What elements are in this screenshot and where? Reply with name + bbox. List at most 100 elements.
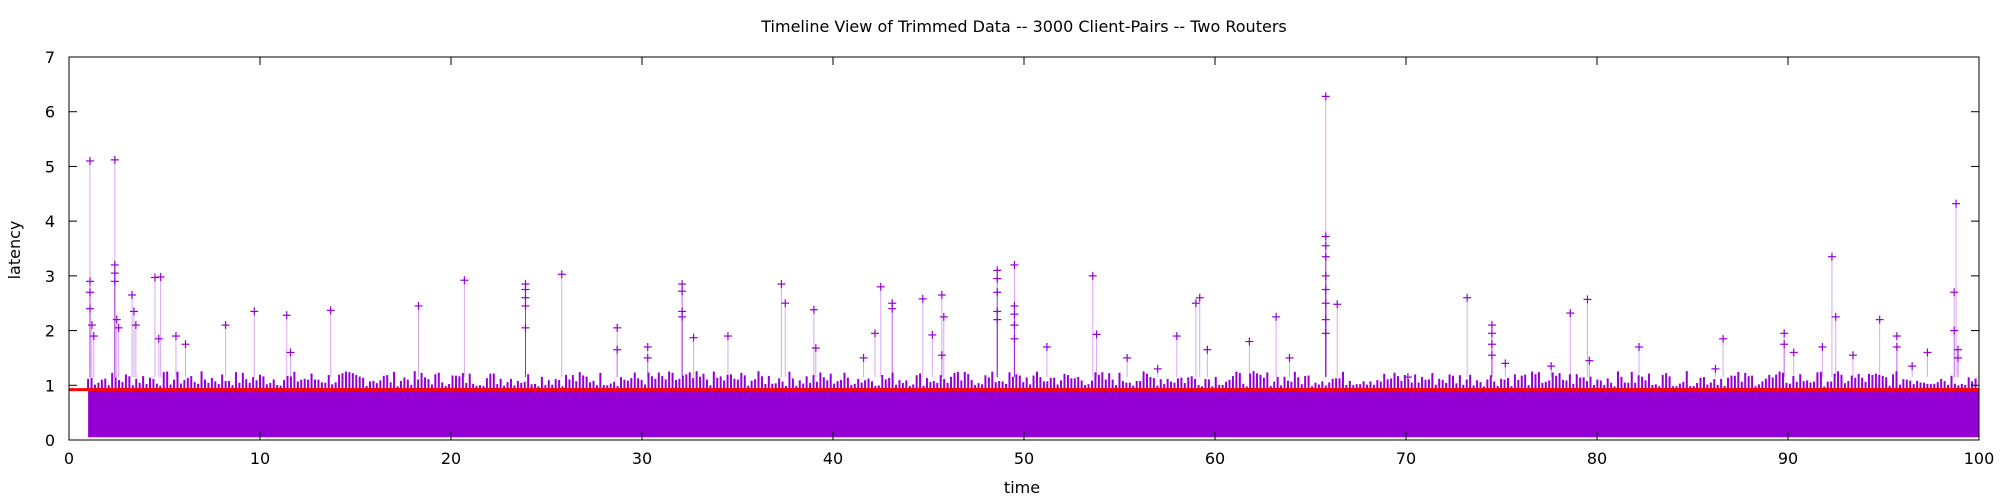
data-point bbox=[156, 272, 165, 378]
data-point bbox=[613, 345, 622, 378]
data-point bbox=[859, 353, 868, 378]
spike-bars-layer bbox=[87, 371, 1977, 391]
data-point bbox=[131, 321, 140, 378]
data-point bbox=[811, 344, 820, 378]
x-tick-label: 0 bbox=[64, 449, 74, 468]
y-tick-label: 2 bbox=[45, 322, 55, 341]
x-tick-label: 50 bbox=[1014, 449, 1034, 468]
data-point bbox=[86, 277, 95, 378]
data-point bbox=[1875, 315, 1884, 378]
data-point bbox=[1321, 232, 1330, 378]
data-point bbox=[1923, 348, 1932, 378]
data-point bbox=[221, 321, 230, 378]
data-point bbox=[1321, 271, 1330, 378]
data-point bbox=[557, 270, 566, 378]
data-point bbox=[87, 321, 96, 378]
data-point bbox=[993, 307, 1002, 378]
data-point bbox=[129, 307, 138, 378]
y-tick-label: 7 bbox=[45, 48, 55, 67]
data-point bbox=[250, 307, 259, 378]
data-point bbox=[1123, 353, 1132, 378]
data-point bbox=[1566, 309, 1575, 378]
data-point bbox=[521, 323, 530, 378]
y-axis: 0 1 2 3 4 5 6 7 bbox=[45, 48, 1979, 450]
data-point bbox=[521, 293, 530, 378]
data-point bbox=[1463, 293, 1472, 378]
data-point bbox=[1191, 299, 1200, 378]
data-point bbox=[1711, 364, 1720, 378]
data-point bbox=[282, 311, 291, 378]
data-point bbox=[1203, 345, 1212, 378]
data-point bbox=[1042, 342, 1051, 378]
chart-title: Timeline View of Trimmed Data -- 3000 Cl… bbox=[760, 17, 1286, 36]
dense-point-band bbox=[88, 388, 1980, 438]
x-tick-label: 10 bbox=[250, 449, 270, 468]
y-tick-label: 6 bbox=[45, 103, 55, 122]
data-point bbox=[993, 274, 1002, 378]
data-point bbox=[1321, 329, 1330, 378]
data-point bbox=[937, 291, 946, 378]
data-point bbox=[171, 332, 180, 378]
data-point bbox=[1088, 271, 1097, 378]
data-point bbox=[1172, 332, 1181, 378]
data-point bbox=[1153, 364, 1162, 378]
x-tick-label: 40 bbox=[823, 449, 843, 468]
data-point bbox=[1321, 241, 1330, 378]
data-point bbox=[928, 330, 937, 378]
data-point bbox=[1635, 342, 1644, 378]
x-tick-label: 60 bbox=[1205, 449, 1225, 468]
y-tick-label: 1 bbox=[45, 376, 55, 395]
data-point bbox=[1403, 373, 1412, 382]
data-point bbox=[678, 312, 687, 378]
data-point bbox=[1950, 326, 1959, 378]
data-point bbox=[809, 305, 818, 378]
data-point bbox=[414, 301, 423, 378]
data-point bbox=[181, 340, 190, 378]
data-point bbox=[1952, 199, 1961, 378]
dense-band-fill bbox=[88, 388, 1980, 438]
data-point bbox=[937, 351, 946, 378]
data-point bbox=[1780, 340, 1789, 378]
y-axis-title: latency bbox=[5, 221, 24, 280]
data-point bbox=[1827, 252, 1836, 378]
data-point bbox=[1585, 356, 1594, 378]
data-point bbox=[939, 312, 948, 378]
data-point bbox=[1892, 342, 1901, 378]
data-point bbox=[723, 332, 732, 378]
data-point bbox=[1245, 337, 1254, 378]
data-point bbox=[112, 315, 121, 378]
data-points-layer bbox=[86, 92, 1962, 382]
data-point bbox=[918, 294, 927, 378]
data-point bbox=[1848, 351, 1857, 378]
data-point bbox=[1831, 312, 1840, 378]
y-tick-label: 3 bbox=[45, 267, 55, 286]
data-point bbox=[286, 348, 295, 378]
data-point bbox=[888, 304, 897, 378]
x-tick-label: 90 bbox=[1778, 449, 1798, 468]
y-tick-label: 4 bbox=[45, 212, 55, 231]
data-point bbox=[1501, 359, 1510, 378]
data-point bbox=[871, 329, 880, 378]
data-point bbox=[86, 156, 95, 378]
data-point bbox=[1719, 334, 1728, 378]
x-axis: 0 10 20 30 40 50 60 70 80 90 100 bbox=[64, 57, 1994, 468]
data-point bbox=[1010, 334, 1019, 378]
data-point bbox=[154, 334, 163, 378]
data-point bbox=[460, 276, 469, 378]
data-point bbox=[110, 260, 119, 378]
data-point bbox=[781, 299, 790, 378]
data-point bbox=[86, 304, 95, 378]
data-point bbox=[876, 282, 885, 378]
x-tick-label: 20 bbox=[441, 449, 461, 468]
data-point bbox=[1272, 312, 1281, 378]
data-point bbox=[114, 323, 123, 378]
x-axis-title: time bbox=[1004, 478, 1040, 497]
data-point bbox=[1285, 353, 1294, 378]
data-point bbox=[1818, 342, 1827, 378]
data-point bbox=[1583, 295, 1592, 378]
data-point bbox=[1092, 330, 1101, 378]
data-point bbox=[1333, 300, 1342, 378]
data-point bbox=[89, 332, 98, 378]
